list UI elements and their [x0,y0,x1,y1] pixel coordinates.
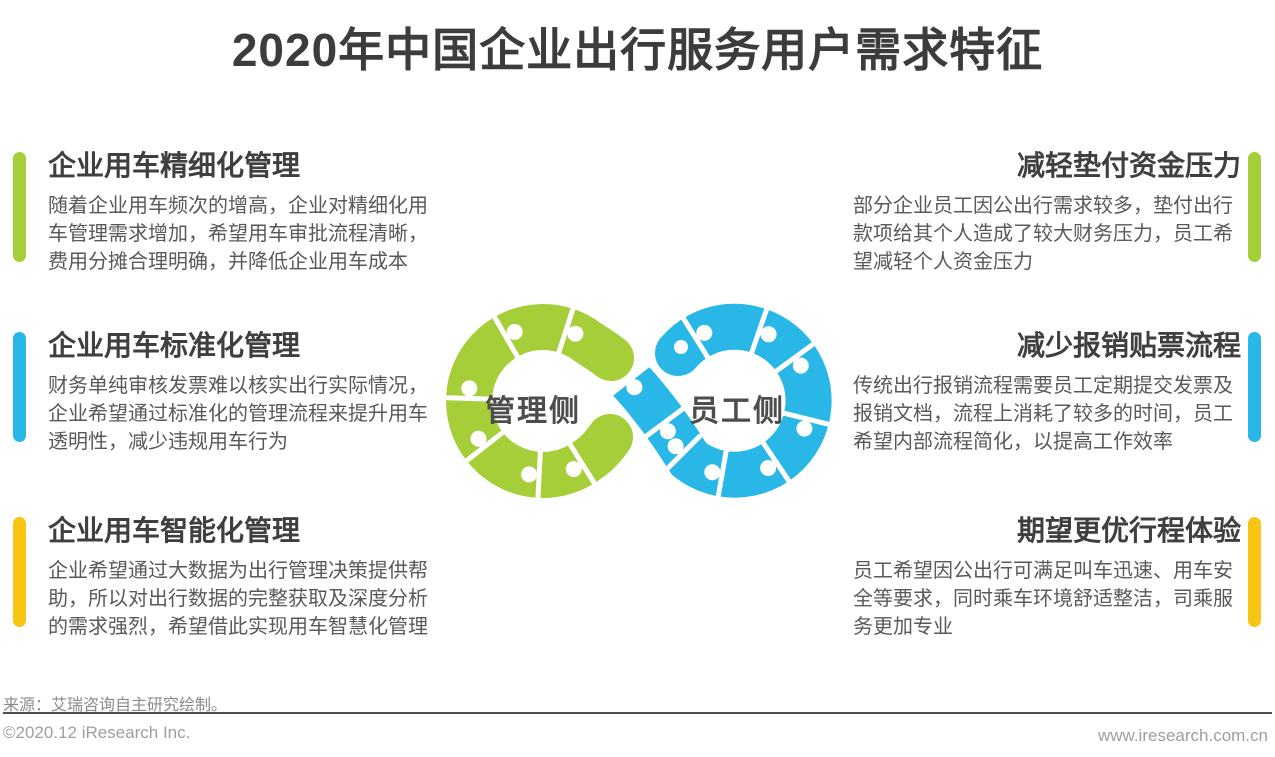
accent-bar-green-right [1248,152,1261,262]
copyright-text: ©2020.12 iResearch Inc. [3,723,191,742]
section-standardized-management: 企业用车标准化管理 财务单纯审核发票难以核实出行实际情况，企业希望通过标准化的管… [48,330,436,456]
section-advance-payment: 减轻垫付资金压力 部分企业员工因公出行需求较多，垫付出行款项给其个人造成了较大财… [853,150,1241,276]
section-body: 企业希望通过大数据为出行管理决策提供帮助，所以对出行数据的完整获取及深度分析的需… [48,560,428,638]
section-heading: 减少报销贴票流程 [1016,330,1241,361]
section-refined-management: 企业用车精细化管理 随着企业用车频次的增高，企业对精细化用车管理需求增加，希望用… [48,150,436,276]
source-note: 来源：艾瑞咨询自主研究绘制。 [3,697,228,714]
section-trip-experience: 期望更优行程体验 员工希望因公出行可满足叫车迅速、用车安全等要求，同时乘车环境舒… [853,515,1241,641]
section-body: 员工希望因公出行可满足叫车迅速、用车安全等要求，同时乘车环境舒适整洁，司乘服务更… [853,560,1233,638]
section-heading: 企业用车标准化管理 [48,330,301,361]
section-heading: 企业用车精细化管理 [48,150,301,181]
management-side-label: 管理侧 [485,395,581,428]
section-intelligent-management: 企业用车智能化管理 企业希望通过大数据为出行管理决策提供帮助，所以对出行数据的完… [48,515,436,641]
accent-bar-blue-right [1248,332,1261,442]
section-body: 随着企业用车频次的增高，企业对精细化用车管理需求增加，希望用车审批流程清晰，费用… [48,195,428,273]
section-body: 传统出行报销流程需要员工定期提交发票及报销文档，流程上消耗了较多的时间，员工希望… [853,375,1233,453]
section-body: 财务单纯审核发票难以核实出行实际情况，企业希望通过标准化的管理流程来提升用车透明… [48,375,428,453]
footer-divider [3,712,1272,714]
section-heading: 减轻垫付资金压力 [1016,150,1241,181]
section-reimbursement-process: 减少报销贴票流程 传统出行报销流程需要员工定期提交发票及报销文档，流程上消耗了较… [853,330,1241,456]
section-heading: 期望更优行程体验 [1016,515,1241,546]
section-body: 部分企业员工因公出行需求较多，垫付出行款项给其个人造成了较大财务压力，员工希望减… [853,195,1233,273]
website-text: www.iresearch.com.cn [1097,726,1268,745]
page-title: 2020年中国企业出行服务用户需求特征 [231,24,1044,76]
accent-bar-green-left [13,152,26,262]
employee-side-label: 员工侧 [689,395,785,428]
accent-bar-yellow-right [1248,517,1261,627]
accent-bar-blue-left [13,332,26,442]
section-heading: 企业用车智能化管理 [48,515,301,546]
accent-bar-yellow-left [13,517,26,627]
